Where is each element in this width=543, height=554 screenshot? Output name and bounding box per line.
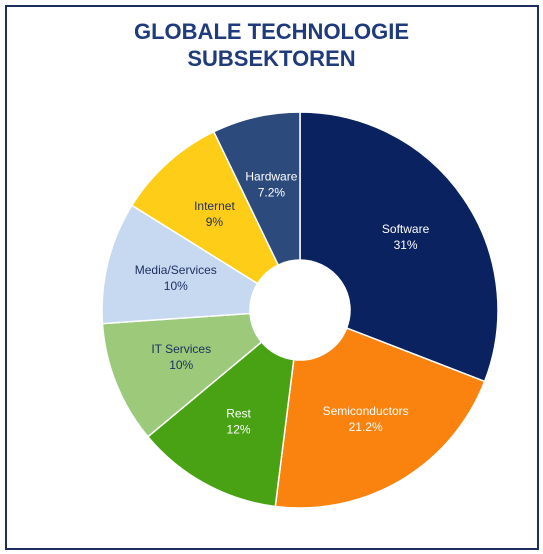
segment-value-label: 7.2% xyxy=(258,185,286,199)
segment-label: Semiconductors xyxy=(323,404,409,418)
segment-value-label: 12% xyxy=(227,422,251,436)
segment-value-label: 10% xyxy=(169,358,193,372)
segment-label: Rest xyxy=(226,406,251,420)
segment-value-label: 9% xyxy=(206,215,224,229)
segment-label: Internet xyxy=(194,199,235,213)
donut-segment xyxy=(299,111,499,383)
donut-segment xyxy=(130,130,280,285)
segment-value-label: 31% xyxy=(394,238,418,252)
segment-label: Media/Services xyxy=(135,263,217,277)
segment-label: IT Services xyxy=(151,342,211,356)
donut-segment xyxy=(274,327,486,509)
chart-title: GLOBALE TECHNOLOGIE SUBSEKTOREN xyxy=(134,19,409,71)
donut-segment xyxy=(146,340,295,508)
segment-label: Software xyxy=(382,222,430,236)
segment-value-label: 21.2% xyxy=(349,420,383,434)
donut-segment xyxy=(101,312,263,438)
segment-label: Hardware xyxy=(245,169,297,183)
donut-segment xyxy=(212,111,301,266)
segment-value-label: 10% xyxy=(164,279,188,293)
donut-segment xyxy=(101,204,259,325)
